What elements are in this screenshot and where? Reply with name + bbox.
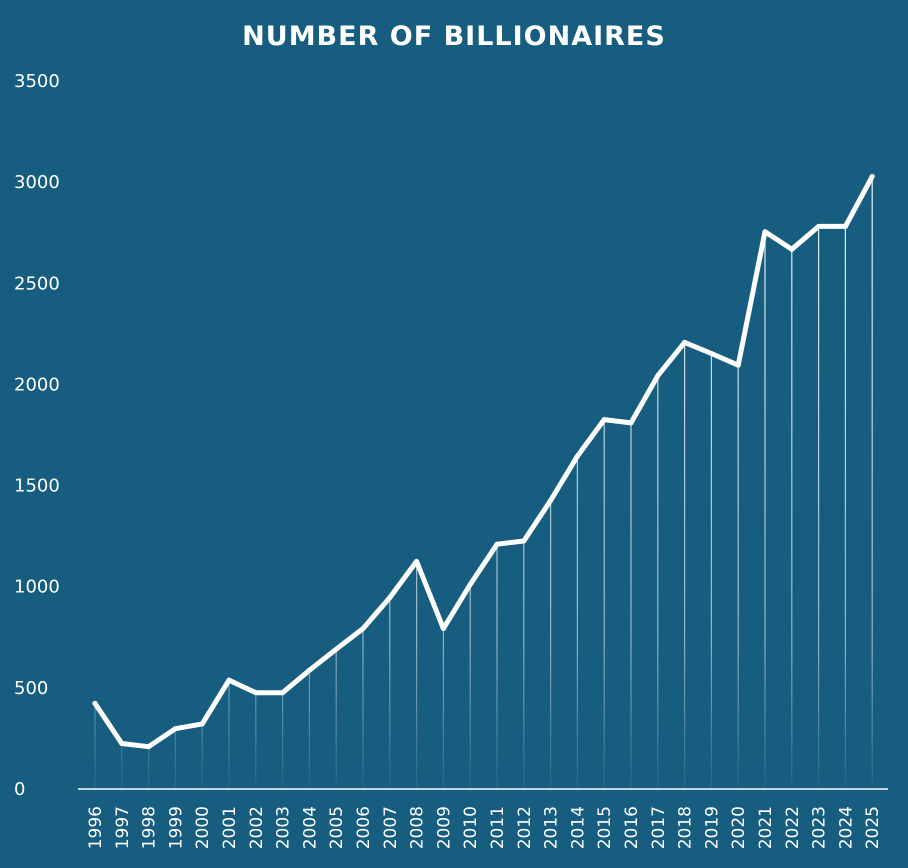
x-tick-label: 2008 bbox=[408, 806, 428, 849]
y-tick-label: 3500 bbox=[14, 71, 60, 92]
y-tick-label: 2000 bbox=[14, 374, 60, 395]
x-tick-label: 2021 bbox=[756, 806, 776, 849]
x-tick-label: 2015 bbox=[595, 806, 615, 849]
x-tick-label: 2009 bbox=[434, 806, 454, 849]
data-point bbox=[494, 541, 500, 547]
y-tick-label: 2500 bbox=[14, 273, 60, 294]
series-line bbox=[92, 174, 875, 750]
y-tick-label: 1500 bbox=[14, 476, 60, 497]
data-point bbox=[789, 246, 795, 252]
data-point bbox=[333, 646, 339, 652]
data-point bbox=[601, 417, 607, 423]
x-tick-label: 2014 bbox=[568, 806, 588, 849]
y-tick-label: 500 bbox=[14, 678, 48, 699]
x-tick-label: 2002 bbox=[247, 806, 267, 849]
x-tick-label: 2006 bbox=[354, 806, 374, 849]
data-point bbox=[306, 667, 312, 673]
x-tick-label: 2018 bbox=[676, 806, 696, 849]
y-tick-label: 3000 bbox=[14, 172, 60, 193]
x-tick-label: 2001 bbox=[220, 806, 240, 849]
x-tick-label: 2023 bbox=[810, 806, 830, 849]
data-points bbox=[92, 173, 875, 750]
data-point bbox=[682, 339, 688, 345]
data-point bbox=[548, 498, 554, 504]
x-tick-label: 2003 bbox=[274, 806, 294, 849]
data-point bbox=[119, 740, 125, 746]
data-point bbox=[762, 229, 768, 235]
data-point bbox=[574, 453, 580, 459]
data-point bbox=[92, 700, 98, 706]
x-tick-label: 2007 bbox=[381, 806, 401, 849]
data-point bbox=[467, 581, 473, 587]
data-point bbox=[735, 362, 741, 368]
data-point bbox=[628, 420, 634, 426]
data-point bbox=[655, 373, 661, 379]
x-tick-label: 2017 bbox=[649, 806, 669, 849]
data-point bbox=[172, 726, 178, 732]
x-tick-label: 2025 bbox=[863, 806, 883, 849]
x-tick-label: 1999 bbox=[166, 806, 186, 849]
x-axis-ticks: 1996 1997 1998 1999 2000 2001 2002 2003 2004 2005… bbox=[86, 806, 883, 849]
x-tick-label: 2024 bbox=[836, 806, 856, 849]
data-point bbox=[360, 626, 366, 632]
data-point bbox=[199, 721, 205, 727]
x-tick-label: 2019 bbox=[702, 806, 722, 849]
x-tick-label: 2000 bbox=[193, 806, 213, 849]
data-point bbox=[869, 173, 875, 179]
x-tick-label: 1997 bbox=[113, 806, 133, 849]
data-point bbox=[226, 677, 232, 683]
data-point bbox=[816, 223, 822, 229]
data-point bbox=[280, 690, 286, 696]
x-tick-label: 2011 bbox=[488, 806, 508, 849]
data-point bbox=[387, 595, 393, 601]
data-point bbox=[440, 626, 446, 632]
x-tick-label: 1996 bbox=[86, 806, 106, 849]
x-tick-label: 2013 bbox=[542, 806, 562, 849]
x-tick-label: 2010 bbox=[461, 806, 481, 849]
drop-lines bbox=[94, 176, 873, 789]
data-point bbox=[521, 538, 527, 544]
x-tick-label: 2004 bbox=[300, 806, 320, 849]
x-tick-label: 2022 bbox=[783, 806, 803, 849]
x-tick-label: 2020 bbox=[729, 806, 749, 849]
y-tick-label: 1000 bbox=[14, 577, 60, 598]
x-tick-label: 2005 bbox=[327, 806, 347, 849]
chart-title: NUMBER OF BILLIONAIRES bbox=[242, 21, 666, 52]
data-point bbox=[708, 350, 714, 356]
y-tick-label: 0 bbox=[14, 779, 25, 800]
data-point bbox=[842, 223, 848, 229]
x-tick-label: 2016 bbox=[622, 806, 642, 849]
data-point bbox=[146, 744, 152, 750]
x-tick-label: 1998 bbox=[140, 806, 160, 849]
data-point bbox=[253, 690, 259, 696]
y-axis-ticks: 0 500 1000 1500 2000 2500 3000 3500 bbox=[14, 71, 60, 800]
data-point bbox=[414, 558, 420, 564]
x-tick-label: 2012 bbox=[515, 806, 535, 849]
